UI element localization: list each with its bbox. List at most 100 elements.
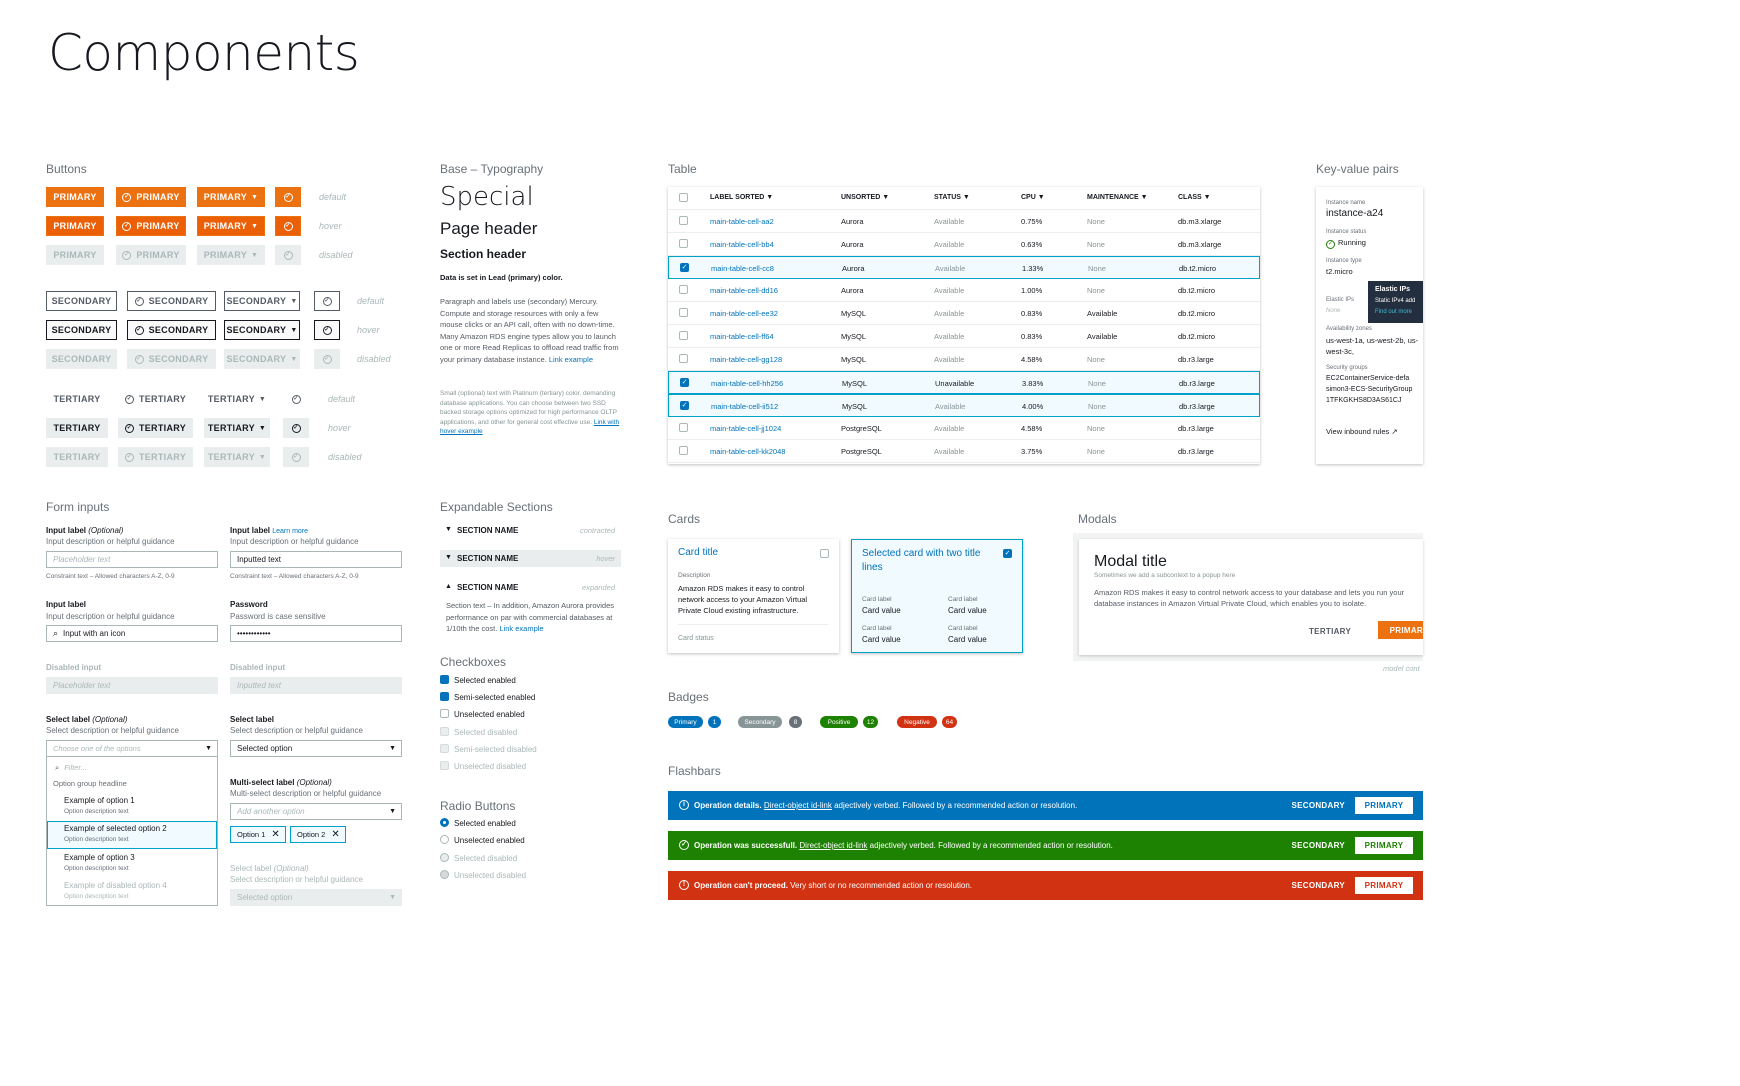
tertiary-dropdown-button[interactable]: TERTIARY ▼ <box>204 418 270 438</box>
close-icon[interactable]: ✕ <box>271 829 280 840</box>
primary-button[interactable]: PRIMARY <box>46 187 104 207</box>
flashbar-primary-button[interactable]: PRIMARY <box>1355 797 1413 814</box>
primary-icon-button[interactable]: ✓ PRIMARY <box>116 216 186 236</box>
row-checkbox[interactable] <box>679 216 688 225</box>
row-link[interactable]: main-table-cell-dd16 <box>710 286 778 295</box>
search-input[interactable]: ⌕ Input with an icon <box>46 625 218 642</box>
radio-selected[interactable]: Selected enabled <box>440 818 516 828</box>
primary-button[interactable]: PRIMARY <box>46 216 104 236</box>
row-checkbox[interactable] <box>679 308 688 317</box>
view-inbound-rules-link[interactable]: View inbound rules ↗ <box>1326 427 1398 436</box>
select-dropdown[interactable]: Choose one of the options ▼ <box>46 740 218 757</box>
secondary-dropdown-button[interactable]: SECONDARY ▼ <box>224 320 300 340</box>
table-row[interactable]: main-table-cell-aa2 Aurora Available 0.75% N… <box>668 210 1260 233</box>
security-group-link[interactable]: simon3-ECS-SecurityGroup <box>1326 386 1413 393</box>
close-icon[interactable]: ✕ <box>331 829 340 840</box>
tertiary-button[interactable]: TERTIARY <box>53 394 101 404</box>
secondary-icon-only-button[interactable]: ✓ <box>314 291 340 311</box>
tertiary-icon-only-button[interactable]: ✓ <box>283 389 309 409</box>
table-row[interactable]: main-table-cell-gg128 MySQL Available 4.58%… <box>668 348 1260 371</box>
row-checkbox[interactable] <box>679 354 688 363</box>
row-checkbox[interactable] <box>679 446 688 455</box>
table-row[interactable]: ✓ main-table-cell-ii512 MySQL Available 4.00… <box>668 394 1260 417</box>
card-title[interactable]: Selected card with two title lines <box>862 548 981 573</box>
checkbox-unselected[interactable]: Unselected enabled <box>440 709 525 719</box>
row-link[interactable]: main-table-cell-kk2048 <box>710 447 786 456</box>
section-link[interactable]: Link example <box>499 624 544 633</box>
header-status[interactable]: STATUS ▼ <box>934 194 970 201</box>
expandable-section-expanded[interactable]: ▲ SECTION NAME expanded <box>445 583 615 592</box>
row-link[interactable]: main-table-cell-ee32 <box>710 309 778 318</box>
header-label-sorted[interactable]: LABEL SORTED ▼ <box>710 194 774 201</box>
table-row[interactable]: ✓ main-table-cell-cc8 Aurora Available 1.33%… <box>668 256 1260 279</box>
tertiary-icon-button[interactable]: ✓ TERTIARY <box>124 394 187 404</box>
flashbar-primary-button[interactable]: PRIMARY <box>1355 837 1413 854</box>
dropdown-option[interactable]: Example of option 3 Option description t… <box>64 853 135 872</box>
table-row[interactable]: ✓ main-table-cell-hh256 MySQL Unavailable 3.… <box>668 371 1260 394</box>
text-input[interactable]: Inputted text <box>230 551 402 568</box>
secondary-icon-button[interactable]: ✓ SECONDARY <box>127 320 216 340</box>
row-link[interactable]: main-table-cell-jj1024 <box>710 424 782 433</box>
tertiary-button[interactable]: TERTIARY <box>46 418 108 438</box>
secondary-icon-button[interactable]: ✓ SECONDARY <box>127 291 216 311</box>
primary-icon-only-button[interactable]: ✓ <box>275 187 301 207</box>
header-unsorted[interactable]: UNSORTED ▼ <box>841 194 890 201</box>
header-class[interactable]: CLASS ▼ <box>1178 194 1211 201</box>
flashbar-secondary-button[interactable]: SECONDARY <box>1291 841 1345 850</box>
row-checkbox[interactable]: ✓ <box>680 263 689 272</box>
tooltip-link[interactable]: Find out more <box>1375 309 1413 315</box>
row-checkbox[interactable] <box>679 285 688 294</box>
row-link[interactable]: main-table-cell-ii512 <box>711 402 779 411</box>
learn-more-link[interactable]: Learn more <box>272 528 309 535</box>
primary-dropdown-button[interactable]: PRIMARY ▼ <box>197 216 265 236</box>
modal-tertiary-button[interactable]: TERTIARY <box>1309 627 1352 636</box>
row-checkbox[interactable] <box>679 423 688 432</box>
hover-link[interactable]: Link with hover example <box>440 418 620 436</box>
table-row[interactable]: main-table-cell-jj1024 PostgreSQL Availabl… <box>668 417 1260 440</box>
row-link[interactable]: main-table-cell-gg128 <box>710 355 783 364</box>
flashbar-primary-button[interactable]: PRIMARY <box>1355 877 1413 894</box>
table-row[interactable]: main-table-cell-dd16 Aurora Available 1.00%… <box>668 279 1260 302</box>
card-title[interactable]: Card title <box>678 547 719 558</box>
header-cpu[interactable]: CPU ▼ <box>1021 194 1045 201</box>
modal-primary-button[interactable]: PRIMAR <box>1378 621 1423 639</box>
security-group-link[interactable]: 1TFKGKHS8D3AS61CJ <box>1326 397 1402 404</box>
header-maintenance[interactable]: MAINTENANCE ▼ <box>1087 194 1148 201</box>
card-checkbox[interactable] <box>820 549 829 558</box>
dropdown-option[interactable]: Example of option 1 Option description t… <box>64 796 135 815</box>
table-row[interactable]: main-table-cell-ff64 MySQL Available 0.83% A… <box>668 325 1260 348</box>
tertiary-dropdown-button[interactable]: TERTIARY ▼ <box>207 394 267 404</box>
tertiary-icon-only-button[interactable]: ✓ <box>283 418 309 438</box>
multiselect-dropdown[interactable]: Add another option ▼ <box>230 803 402 820</box>
row-link[interactable]: main-table-cell-bb4 <box>710 240 774 249</box>
flashbar-link[interactable]: Direct-object id-link <box>799 841 868 850</box>
card-checkbox-checked[interactable]: ✓ <box>1003 549 1012 558</box>
primary-icon-only-button[interactable]: ✓ <box>275 216 301 236</box>
checkbox-semi-selected[interactable]: Semi-selected enabled <box>440 692 535 702</box>
secondary-button[interactable]: SECONDARY <box>46 291 117 311</box>
row-checkbox[interactable] <box>679 239 688 248</box>
tertiary-icon-button[interactable]: ✓ TERTIARY <box>118 418 193 438</box>
select-all-checkbox[interactable] <box>679 193 688 202</box>
row-link[interactable]: main-table-cell-hh256 <box>711 379 784 388</box>
flashbar-secondary-button[interactable]: SECONDARY <box>1291 881 1345 890</box>
expandable-section-hover[interactable]: ▼ SECTION NAME hover <box>440 550 621 567</box>
secondary-button[interactable]: SECONDARY <box>46 320 117 340</box>
radio-unselected[interactable]: Unselected enabled <box>440 835 525 845</box>
table-row[interactable]: main-table-cell-bb4 Aurora Available 0.63% N… <box>668 233 1260 256</box>
checkbox-selected[interactable]: Selected enabled <box>440 675 516 685</box>
primary-icon-button[interactable]: ✓ PRIMARY <box>116 187 186 207</box>
row-link[interactable]: main-table-cell-ff64 <box>710 332 774 341</box>
primary-dropdown-button[interactable]: PRIMARY ▼ <box>197 187 265 207</box>
row-checkbox[interactable]: ✓ <box>680 401 689 410</box>
filter-input[interactable]: ⌕ Filter... <box>49 759 215 776</box>
row-link[interactable]: main-table-cell-cc8 <box>711 264 774 273</box>
select-dropdown[interactable]: Selected option ▼ <box>230 740 402 757</box>
card[interactable]: Card title Description Amazon RDS makes … <box>668 539 839 653</box>
secondary-dropdown-button[interactable]: SECONDARY ▼ <box>224 291 300 311</box>
flashbar-link[interactable]: Direct-object id-link <box>763 801 832 810</box>
password-input[interactable]: •••••••••••• <box>230 625 402 642</box>
security-group-link[interactable]: EC2ContainerService-defa <box>1326 375 1410 382</box>
row-link[interactable]: main-table-cell-aa2 <box>710 217 774 226</box>
table-row[interactable]: main-table-cell-kk2048 PostgreSQL Availabl… <box>668 440 1260 463</box>
